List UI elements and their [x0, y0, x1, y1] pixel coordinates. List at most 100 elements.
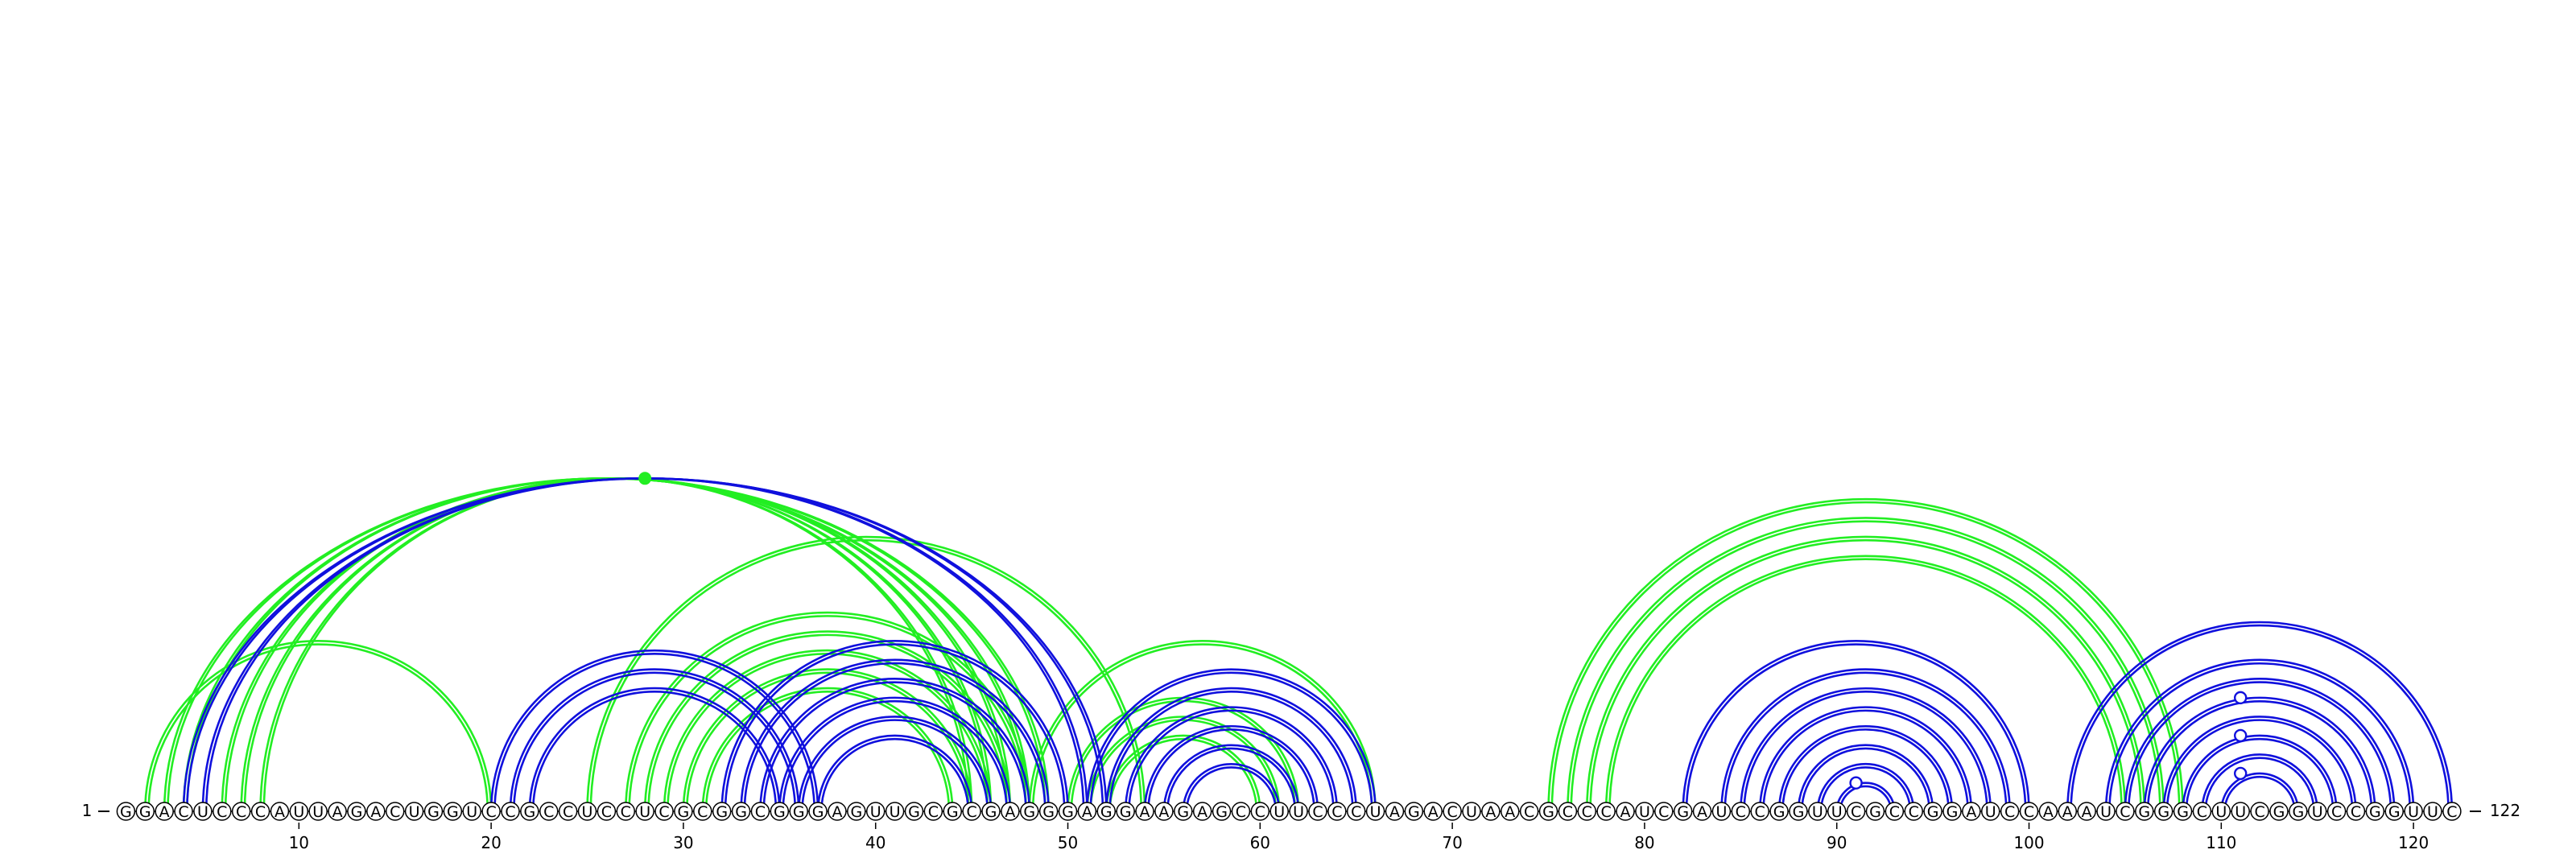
blue-arc	[740, 658, 1050, 812]
nucleotide-node: G	[443, 802, 463, 821]
nucleotide-node: U	[1981, 802, 2000, 821]
blue-arc-inner	[1685, 644, 2027, 812]
nucleotide-node: U	[577, 802, 597, 821]
nucleotide-letter: C	[1755, 803, 1765, 821]
nucleotide-circle	[2231, 802, 2250, 821]
nucleotide-letter: C	[390, 803, 400, 821]
nucleotide-letter: A	[1697, 803, 1707, 821]
blue-arc	[1797, 744, 1934, 812]
nucleotide-circle	[693, 802, 712, 821]
nucleotide-node: A	[1077, 802, 1097, 821]
nucleotide-circle	[2346, 802, 2366, 821]
nucleotide-letter: G	[1773, 803, 1785, 821]
nucleotide-circle	[1558, 802, 1578, 821]
nucleotide-node: G	[1769, 802, 1789, 821]
nucleotide-letter: G	[2138, 803, 2150, 821]
nucleotide-letter: A	[1620, 803, 1631, 821]
blue-arc	[778, 696, 1012, 812]
blue-arc-inner	[1762, 710, 1969, 812]
green-arc	[682, 668, 973, 812]
blue-arc-inner	[1128, 710, 1335, 812]
nucleotide-circle	[1750, 802, 1769, 821]
nucleotide-letter: A	[1158, 803, 1169, 821]
blue-arc-inner	[1108, 691, 1354, 812]
nucleotide-node: U	[2096, 802, 2116, 821]
nucleotide-circle	[1038, 802, 1059, 821]
nucleotide-circle	[635, 802, 654, 821]
nucleotide-letter: C	[1331, 803, 1342, 821]
nucleotide-circle	[1462, 802, 1481, 821]
nucleotide-letter: C	[658, 803, 669, 821]
nucleotide-node: G	[808, 802, 828, 821]
nucleotide-circle	[1346, 802, 1366, 821]
nucleotide-circle	[904, 802, 924, 821]
nucleotide-node: C	[1346, 802, 1366, 821]
nucleotide-letter: C	[178, 803, 188, 821]
blue-arc	[759, 678, 1031, 812]
nucleotide-circle	[2116, 802, 2135, 821]
nucleotide-node: C	[539, 802, 559, 821]
nucleotide-circle	[2250, 802, 2269, 821]
nucleotide-node: G	[1020, 802, 1039, 821]
nucleotide-circle	[885, 802, 905, 821]
nucleotide-letter: G	[1869, 803, 1881, 821]
nucleotide-node: C	[385, 802, 405, 821]
nucleotide-letter: C	[2197, 803, 2207, 821]
nucleotide-circle	[1020, 802, 1039, 821]
nucleotide-node: U	[1827, 802, 1847, 821]
blue-arc-inner	[531, 691, 778, 812]
nucleotide-letter: A	[275, 803, 285, 821]
nucleotide-letter: G	[1946, 803, 1959, 821]
nucleotide-circle	[1385, 802, 1405, 821]
nucleotide-node: C	[501, 802, 520, 821]
nucleotide-node: A	[1616, 802, 1635, 821]
nucleotide-letter: U	[1370, 803, 1381, 821]
nucleotide-letter: A	[2082, 803, 2092, 821]
nucleotide-letter: U	[2235, 803, 2246, 821]
nucleotide-circle	[1289, 802, 1308, 821]
nucleotide-node: C	[2019, 802, 2039, 821]
nucleotide-node: C	[2192, 802, 2212, 821]
nucleotide-node: G	[423, 802, 444, 821]
blue-arc-inner	[1724, 672, 2008, 812]
nucleotide-node: C	[616, 802, 636, 821]
nucleotide-letter: G	[1408, 803, 1420, 821]
nucleotide-letter: C	[1582, 803, 1592, 821]
nucleotide-node: G	[1404, 802, 1424, 821]
nucleotide-node: G	[1038, 802, 1059, 821]
open-marker	[2233, 691, 2248, 705]
nucleotide-letter: U	[1466, 803, 1477, 821]
nucleotide-circle	[250, 802, 270, 821]
nucleotide-node: C	[597, 802, 617, 821]
nucleotide-letter: A	[332, 803, 343, 821]
nucleotide-letter: G	[774, 803, 786, 821]
nucleotide-letter: G	[1927, 803, 1939, 821]
nucleotide-circle	[1308, 802, 1327, 821]
nucleotide-letter: C	[1312, 803, 1323, 821]
nucleotide-node: G	[847, 802, 866, 821]
nucleotide-circle	[1250, 802, 1270, 821]
nucleotide-node: U	[635, 802, 654, 821]
green-arc-inner	[147, 643, 489, 812]
nucleotide-node: G	[2153, 802, 2174, 821]
nucleotide-node: G	[2384, 802, 2404, 821]
nucleotide-letter: G	[1793, 803, 1805, 821]
tick-label: 100	[2013, 833, 2044, 852]
nucleotide-node: A	[2077, 802, 2096, 821]
nucleotide-letter: C	[697, 803, 708, 821]
nucleotide-letter: G	[447, 803, 459, 821]
nucleotide-node: C	[250, 802, 270, 821]
green-arc	[1567, 517, 2165, 812]
nucleotide-circle	[2326, 802, 2347, 821]
nucleotide-node: U	[1808, 802, 1827, 821]
blue-arc	[797, 716, 993, 812]
nucleotide-node: C	[750, 802, 770, 821]
nucleotide-circle	[616, 802, 636, 821]
green-arc-inner	[589, 539, 1143, 812]
nucleotide-letter: A	[159, 803, 170, 821]
nucleotide-node: C	[213, 802, 232, 821]
nucleotide-letter: G	[947, 803, 959, 821]
nucleotide-node: G	[1789, 802, 1808, 821]
nucleotide-node: U	[1462, 802, 1481, 821]
nucleotide-node: C	[2000, 802, 2020, 821]
